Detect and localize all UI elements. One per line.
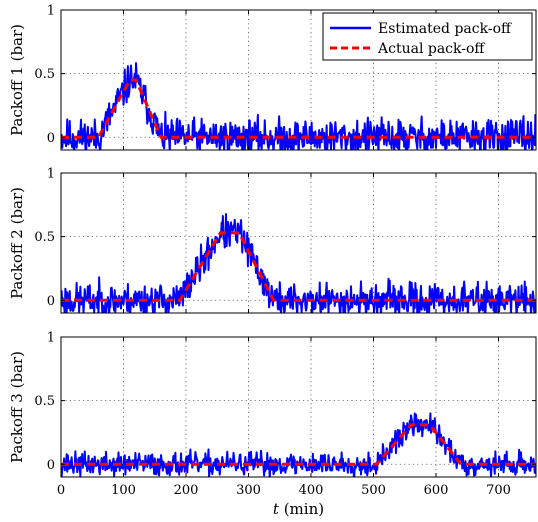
y-tick-label: 1	[47, 167, 55, 182]
y-tick-label: 1	[47, 4, 55, 19]
legend: Estimated pack-off Actual pack-off	[322, 12, 533, 61]
x-axis-label: t (min)	[273, 500, 324, 518]
actual-series-line	[61, 423, 536, 466]
x-axis-variable: t	[273, 500, 280, 518]
panel-3: 0 0.5 1 Packoff 3 (bar) 0 100 200 300 400 500 600 7…	[8, 331, 537, 518]
x-tick-label: 100	[111, 483, 136, 498]
actual-series-line	[61, 78, 536, 139]
plot-frame	[60, 172, 537, 314]
estimated-series-line	[61, 62, 536, 150]
actual-series-line	[61, 231, 536, 302]
y-tick-label: 0	[47, 458, 55, 473]
y-tick-label: 0.5	[34, 230, 55, 245]
legend-box	[322, 12, 533, 61]
x-tick-label: 600	[424, 483, 449, 498]
y-tick-label: 0.5	[34, 394, 55, 409]
x-tick-label: 200	[174, 483, 199, 498]
legend-label-2: Actual pack-off	[377, 41, 485, 57]
legend-label-1: Estimated pack-off	[378, 21, 512, 37]
y-axis-label: Packoff 2 (bar)	[8, 187, 26, 299]
y-tick-label: 0	[47, 294, 55, 309]
x-tick-label: 700	[486, 483, 511, 498]
x-axis-unit: (min)	[279, 500, 324, 518]
y-tick-label: 0.5	[34, 67, 55, 82]
estimated-series-line	[61, 212, 536, 313]
plot-frame	[60, 9, 537, 151]
y-tick-label: 0	[47, 131, 55, 146]
x-tick-label: 400	[299, 483, 324, 498]
y-axis-label: Packoff 1 (bar)	[8, 24, 26, 136]
estimated-series-line	[61, 412, 536, 477]
y-axis-label: Packoff 3 (bar)	[8, 351, 26, 463]
panel-1: 0 0.5 1 Packoff 1 (bar) Estimated pack-off Ac…	[8, 4, 537, 151]
x-tick-label: 0	[57, 483, 65, 498]
x-tick-label: 500	[361, 483, 386, 498]
x-tick-label: 300	[236, 483, 261, 498]
y-tick-label: 1	[47, 331, 55, 346]
panel-2: 0 0.5 1 Packoff 2 (bar)	[8, 167, 537, 314]
plot-frame	[60, 336, 537, 478]
